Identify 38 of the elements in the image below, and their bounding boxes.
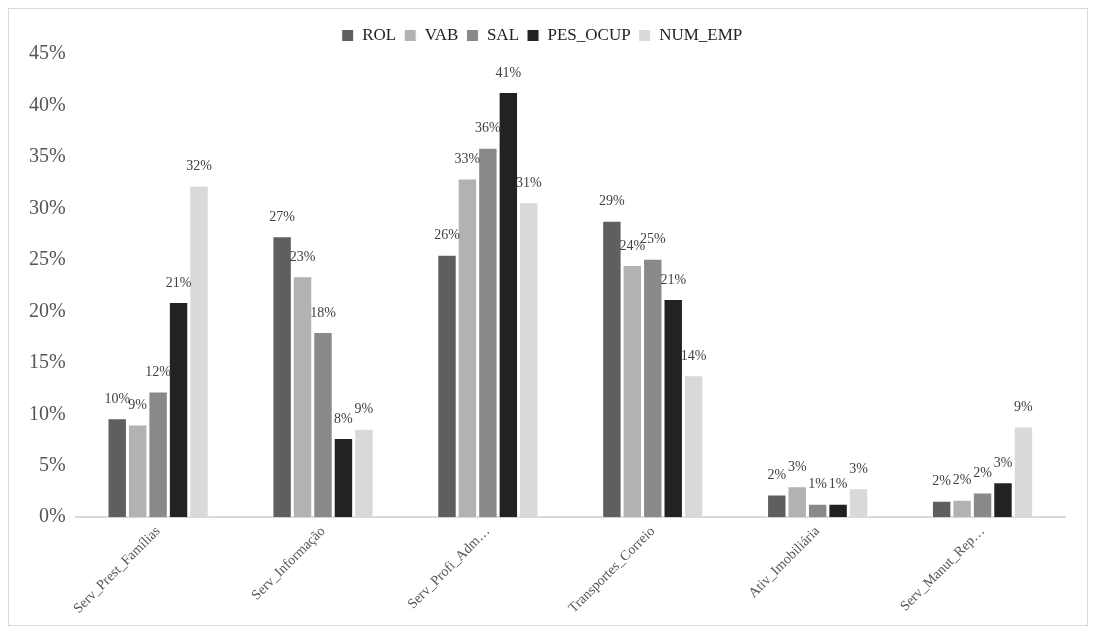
y-tick-label: 30% <box>28 195 66 218</box>
data-label: 33% <box>454 151 481 167</box>
y-tick-label: 45% <box>28 41 66 64</box>
data-label: 2% <box>973 465 993 481</box>
data-label: 9% <box>354 401 374 417</box>
y-tick-label: 15% <box>28 350 66 373</box>
data-label: 8% <box>334 410 354 426</box>
legend-label: NUM_EMP <box>659 24 743 44</box>
data-label: 1% <box>828 476 848 492</box>
y-tick-label: 25% <box>28 247 66 270</box>
y-tick-label: 35% <box>28 144 66 167</box>
data-label: 29% <box>599 193 626 209</box>
data-label: 21% <box>660 271 687 287</box>
data-label: 3% <box>849 461 869 477</box>
y-tick-label: 40% <box>28 92 66 115</box>
legend-label: VAB <box>424 24 459 44</box>
y-tick-label: 20% <box>28 298 66 321</box>
data-label: 41% <box>495 64 522 80</box>
legend-label: PES_OCUP <box>547 24 631 44</box>
y-tick-label: 10% <box>28 401 66 424</box>
data-label: 26% <box>434 227 461 243</box>
legend-label: ROL <box>362 24 397 44</box>
data-label: 36% <box>475 120 502 136</box>
data-label: 18% <box>310 304 337 320</box>
data-label: 27% <box>269 208 296 224</box>
data-label: 21% <box>165 274 192 290</box>
data-label: 14% <box>680 347 707 363</box>
data-label: 32% <box>186 158 213 174</box>
data-label: 3% <box>787 458 807 474</box>
legend-label: SAL <box>486 24 520 44</box>
data-label: 3% <box>993 454 1013 470</box>
data-label: 2% <box>952 472 972 488</box>
data-label: 2% <box>932 473 952 489</box>
data-label: 9% <box>1014 399 1034 415</box>
data-label: 2% <box>767 467 787 483</box>
y-tick-label: 5% <box>38 452 66 475</box>
y-tick-label: 0% <box>38 504 66 527</box>
data-label: 1% <box>808 476 828 492</box>
